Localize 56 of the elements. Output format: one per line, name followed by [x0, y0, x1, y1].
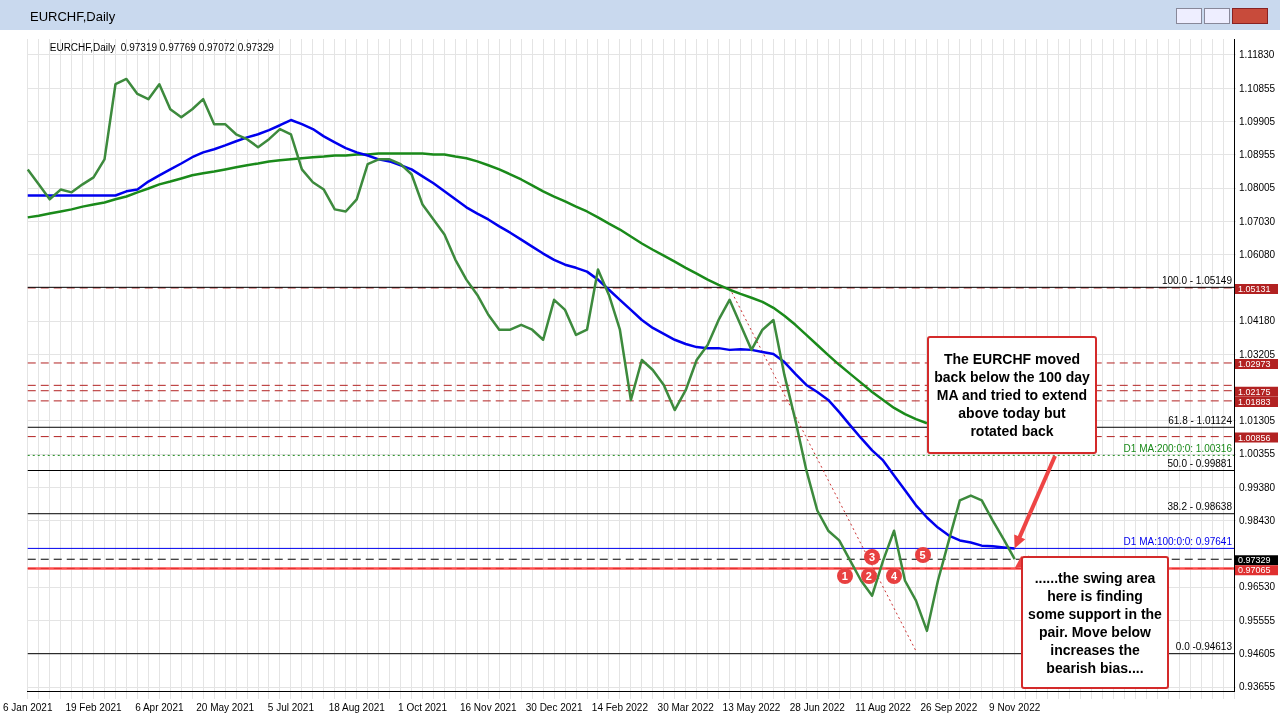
annotation: The EURCHF moved back below the 100 day MA and tried to extend above today but rotated back [927, 336, 1097, 454]
x-tick-label: 6 Apr 2021 [135, 701, 184, 713]
y-tick-label: 0.95555 [1239, 614, 1276, 626]
x-tick-label: 5 Jul 2021 [267, 701, 315, 713]
annotation: 100.0 - 1.05149 [1161, 275, 1233, 287]
y-tick-label: 1.00355 [1239, 447, 1276, 459]
x-tick-label: 28 Jun 2022 [789, 701, 846, 713]
y-tick-label: 0.93655 [1239, 680, 1276, 692]
y-tick-label: 0.98430 [1239, 514, 1276, 526]
annotation: 0.0 -0.94613 [1175, 641, 1233, 653]
y-tick-label: 1.08955 [1239, 148, 1276, 160]
x-tick-label: 19 Feb 2021 [65, 701, 123, 713]
ref-line-label: D1 MA:200:0:0: 1.00316 [1123, 443, 1233, 455]
x-tick-label: 30 Dec 2021 [525, 701, 583, 713]
chart-subtitle: EURCHF,Daily 0.97319 0.97769 0.97072 0.97329 [49, 41, 275, 53]
y-tick-label: 0.96530 [1239, 580, 1276, 592]
annotation: 38.2 - 0.98638 [1167, 501, 1233, 513]
ref-line-label: 1.02973 [1238, 358, 1271, 369]
x-tick-label: 9 Nov 2022 [989, 701, 1041, 713]
x-tick-label: 11 Aug 2022 [855, 701, 912, 713]
x-tick-label: 14 Feb 2022 [591, 701, 649, 713]
x-tick-label: 20 May 2021 [196, 701, 255, 713]
annotation: 4 [886, 567, 903, 584]
ref-line-label: 0.97065 [1238, 565, 1271, 576]
y-tick-label: 0.94605 [1239, 647, 1276, 659]
chart-title: EURCHF,Daily [30, 9, 116, 24]
x-tick-label: 6 Jan 2021 [2, 701, 53, 713]
ref-line-label: D1 MA:100:0:0: 0.97641 [1123, 536, 1233, 548]
ref-line-label: 0.97329 [1238, 555, 1271, 566]
x-tick-label: 30 Mar 2022 [657, 701, 715, 713]
x-tick-label: 26 Sep 2022 [920, 701, 978, 713]
annotation: ......the swing area here is finding some support in the pair. Move below increases the bearish bias.... [1021, 556, 1169, 689]
y-tick-label: 0.99380 [1239, 481, 1276, 493]
x-tick-label: 18 Aug 2021 [328, 701, 386, 713]
annotation: 61.8 - 1.01124 [1168, 415, 1233, 427]
y-tick-label: 1.01305 [1239, 414, 1276, 426]
annotation: 1 [836, 567, 853, 584]
y-tick-label: 1.11830 [1239, 48, 1275, 60]
annotation: 3 [864, 548, 881, 565]
annotation: 50.0 - 0.99881 [1167, 458, 1233, 470]
y-tick-label: 1.10855 [1239, 82, 1276, 94]
y-tick-label: 1.07030 [1239, 215, 1276, 227]
ref-line-label: 1.00856 [1238, 432, 1271, 443]
x-tick-label: 16 Nov 2021 [459, 701, 518, 713]
annotation: 2 [860, 567, 877, 584]
ref-line-label: 1.01883 [1238, 396, 1271, 407]
x-tick-label: 13 May 2022 [722, 701, 781, 713]
y-tick-label: 1.06080 [1239, 248, 1276, 260]
y-tick-label: 1.04180 [1239, 314, 1276, 326]
y-tick-label: 1.09905 [1239, 115, 1276, 127]
ref-line-label: 1.02175 [1238, 386, 1271, 397]
y-tick-label: 1.03205 [1239, 348, 1276, 360]
y-tick-label: 1.08005 [1239, 181, 1276, 193]
x-tick-label: 1 Oct 2021 [398, 701, 448, 713]
ref-line-label: 1.05131 [1238, 283, 1271, 294]
annotation: 5 [914, 546, 931, 563]
